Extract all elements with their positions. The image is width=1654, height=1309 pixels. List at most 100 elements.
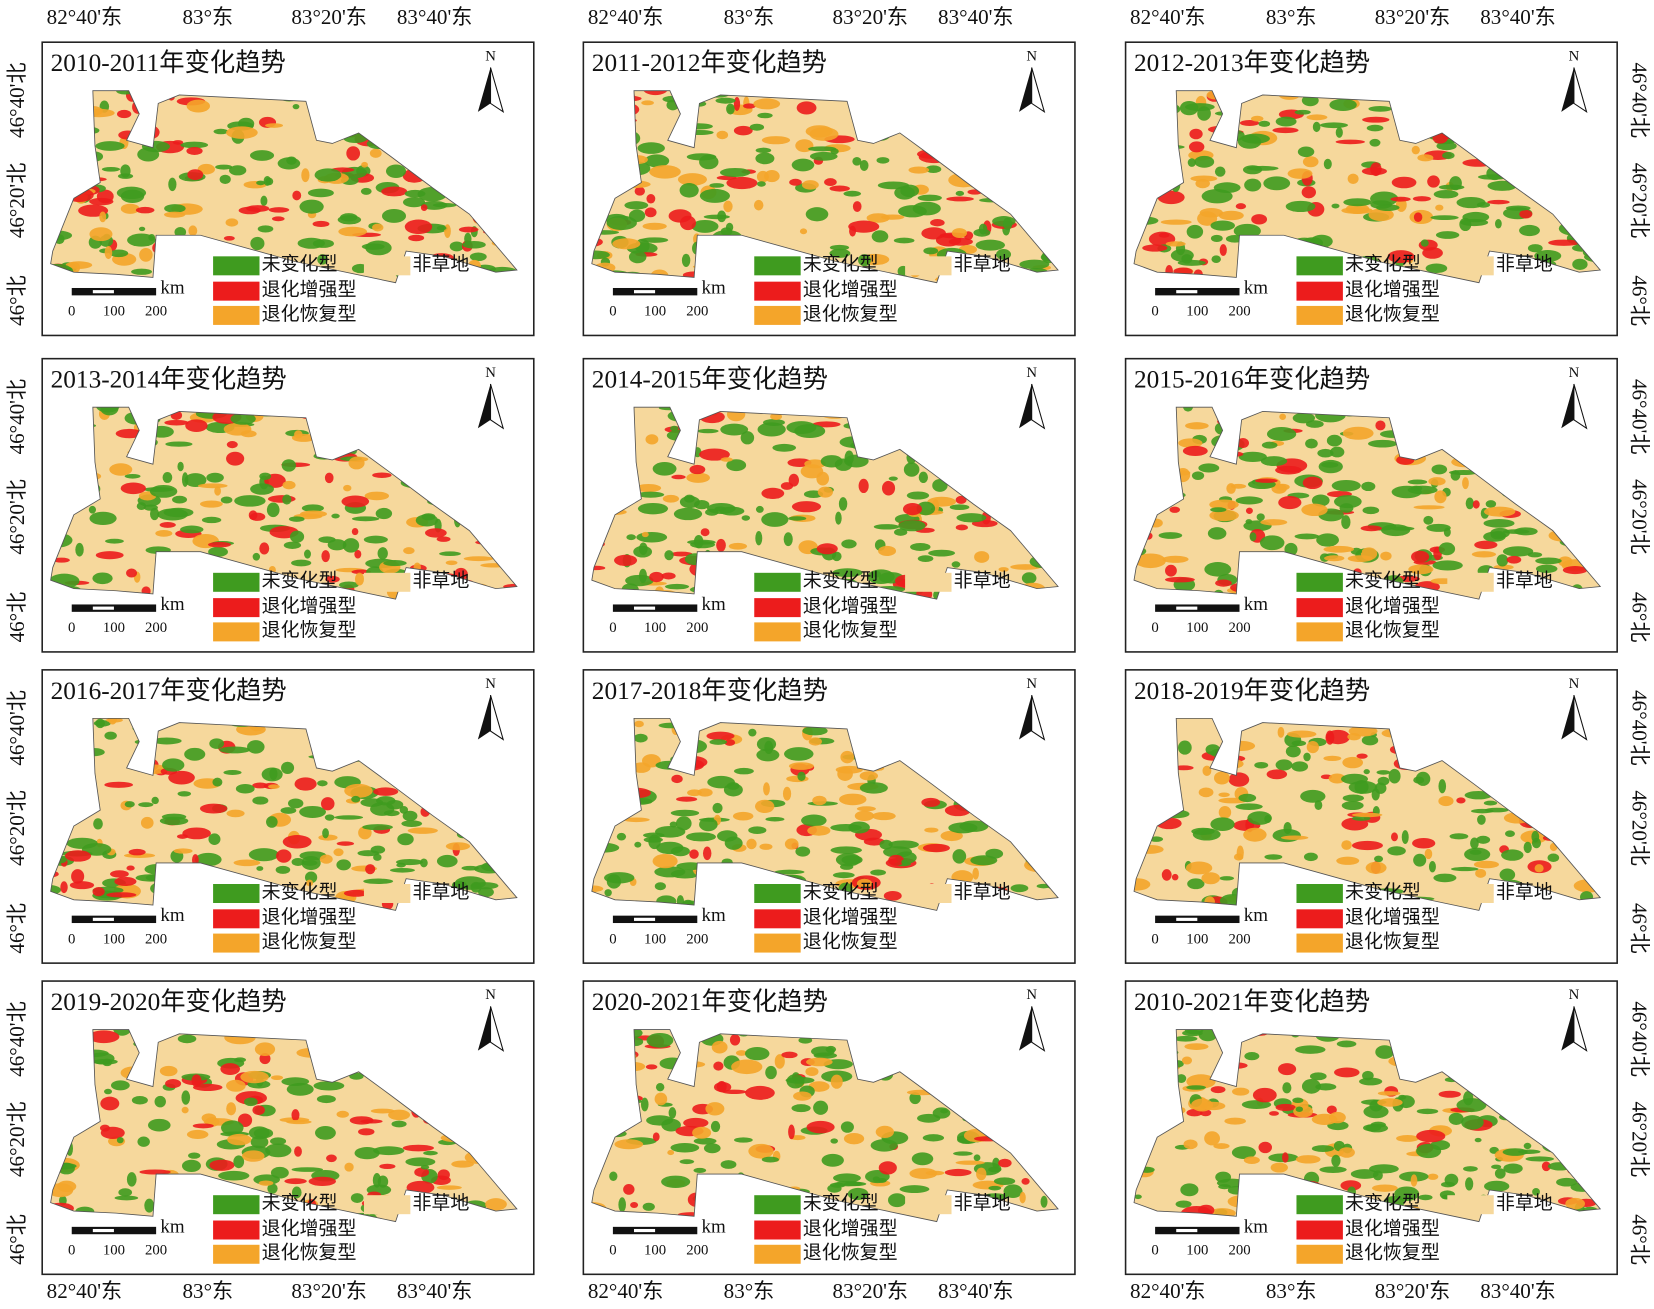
north-arrow-right <box>1573 1006 1588 1052</box>
land-patch <box>1456 797 1466 804</box>
land-patch <box>291 1109 300 1121</box>
north-label: N <box>485 676 496 692</box>
land-patch <box>903 462 920 477</box>
land-patch <box>223 769 242 776</box>
land-patch <box>1562 566 1588 575</box>
north-arrow-left <box>1019 1006 1032 1051</box>
legend-label: 非草地 <box>954 1192 1011 1214</box>
land-patch <box>324 814 335 821</box>
land-patch <box>283 541 302 549</box>
land-patch <box>1448 1112 1464 1125</box>
land-patch <box>116 186 147 200</box>
land-patch <box>316 1095 336 1104</box>
land-patch <box>253 1128 274 1139</box>
land-patch <box>354 549 362 559</box>
land-patch <box>720 423 749 436</box>
land-patch <box>755 152 775 165</box>
scale-label: 200 <box>1228 1243 1250 1259</box>
land-patch <box>1548 239 1580 246</box>
legend-label: 非草地 <box>412 1192 469 1214</box>
land-patch <box>333 848 344 857</box>
land-patch <box>720 1160 737 1169</box>
scale-label: 200 <box>145 931 167 947</box>
land-patch <box>754 799 775 814</box>
legend-swatch <box>213 598 260 618</box>
land-patch <box>1177 259 1206 266</box>
land-patch <box>798 1037 813 1044</box>
land-patch <box>1190 175 1218 182</box>
legend-swatch <box>1296 1195 1343 1215</box>
land-patch <box>243 1097 258 1107</box>
land-patch <box>1331 479 1361 492</box>
north-arrow-left <box>1561 1006 1574 1051</box>
land-patch <box>988 1185 1002 1191</box>
land-patch <box>1134 1194 1142 1200</box>
land-patch <box>1303 852 1318 862</box>
legend-label: 退化增强型 <box>1345 906 1440 928</box>
longitude-label: 83°东 <box>1266 5 1317 29</box>
land-patch <box>282 835 312 849</box>
legend-swatch <box>754 305 801 325</box>
scale-label: 0 <box>1151 620 1158 636</box>
land-patch <box>162 758 185 772</box>
panel-title: 2012-2013年变化趋势 <box>1134 49 1370 77</box>
land-patch <box>830 1074 843 1089</box>
land-patch <box>1487 199 1510 205</box>
land-patch <box>338 226 367 237</box>
land-patch <box>1162 555 1189 563</box>
land-patch <box>319 854 333 864</box>
land-patch <box>1275 116 1297 127</box>
land-patch <box>877 1178 887 1183</box>
north-label: N <box>1569 48 1580 64</box>
land-patch <box>1173 765 1194 771</box>
land-patch <box>282 494 292 505</box>
land-patch <box>1413 212 1423 223</box>
land-patch <box>1372 1184 1398 1192</box>
land-patch <box>711 1040 728 1054</box>
land-patch <box>1532 1188 1540 1196</box>
land-patch <box>250 150 275 161</box>
scale-label: 200 <box>145 1243 167 1259</box>
land-patch <box>1535 557 1562 565</box>
scale-label: 200 <box>1228 931 1250 947</box>
area-outline <box>591 90 1059 284</box>
latitude-label: 46°北 <box>5 592 29 643</box>
land-patch <box>349 1116 374 1125</box>
land-patch <box>1183 1139 1198 1150</box>
panel-title: 2015-2016年变化趋势 <box>1134 366 1370 394</box>
legend-label: 退化恢复型 <box>1345 619 1440 641</box>
land-patch <box>257 225 274 233</box>
land-patch <box>277 157 301 170</box>
land-patch <box>120 482 146 495</box>
land-patch <box>1360 547 1378 561</box>
land-patch <box>301 168 310 183</box>
panel-title: 2017-2018年变化趋势 <box>592 677 828 705</box>
land-patch <box>444 224 451 238</box>
land-patch <box>1160 219 1192 225</box>
north-arrow-right <box>1573 383 1588 430</box>
legend-swatch <box>754 1195 801 1215</box>
land-patch <box>1187 158 1196 167</box>
north-arrow-right <box>1031 695 1046 741</box>
land-patch <box>894 528 908 536</box>
land-patch <box>623 817 650 823</box>
land-patch <box>748 728 757 737</box>
land-patch <box>841 539 857 549</box>
land-patch <box>634 186 645 196</box>
latitude-label: 46°20'北 <box>1627 479 1651 554</box>
land-patch <box>1387 250 1415 263</box>
land-patch <box>445 560 458 566</box>
land-patch <box>856 806 876 812</box>
land-patch <box>655 1082 665 1092</box>
land-patch <box>331 513 340 519</box>
land-patch <box>1218 210 1244 221</box>
area-outline <box>1133 717 1602 911</box>
land-patch <box>1180 1183 1199 1197</box>
land-patch <box>276 849 292 863</box>
legend-label: 退化恢复型 <box>803 303 898 325</box>
land-patch <box>180 141 209 149</box>
land-patch <box>649 165 681 179</box>
land-patch <box>1269 1111 1279 1116</box>
scale-label: 0 <box>609 304 616 320</box>
land-patch <box>1505 205 1531 211</box>
